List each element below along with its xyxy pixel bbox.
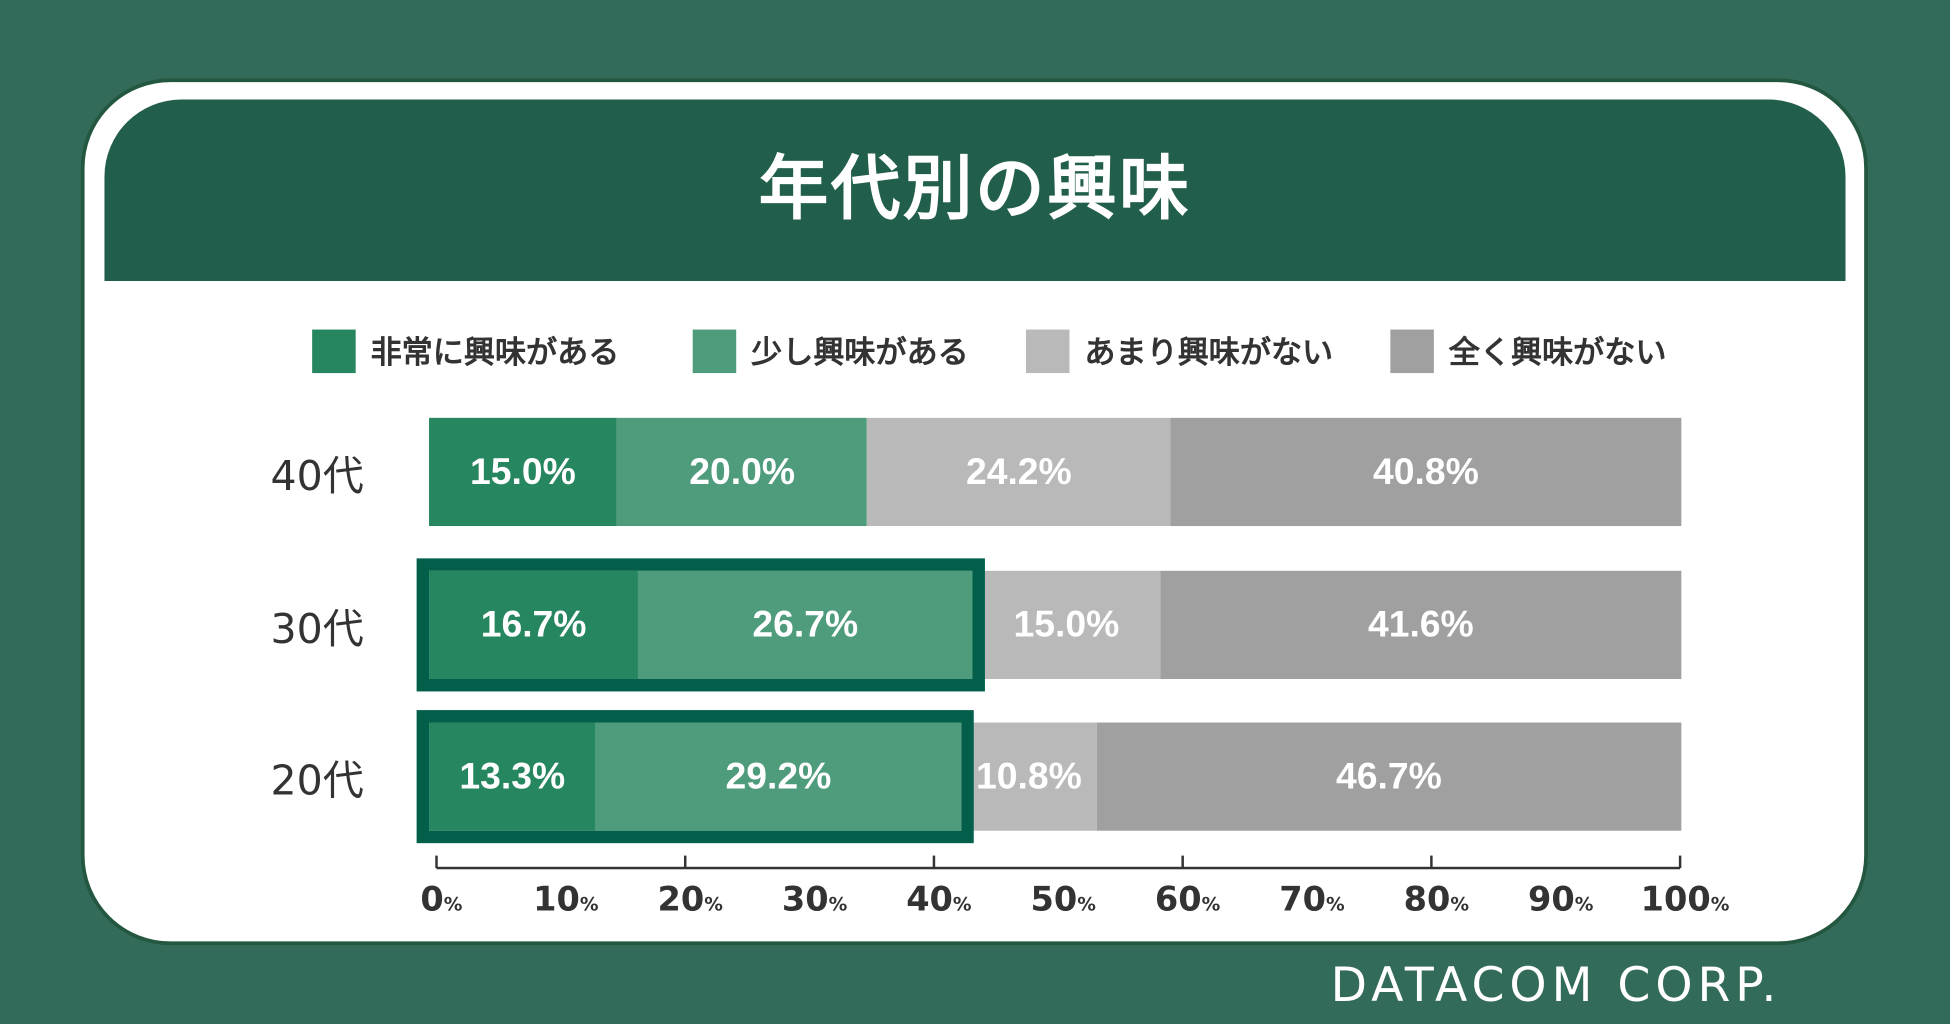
legend-item: 非常に興味がある xyxy=(312,328,619,373)
tick-value: 0 xyxy=(420,880,444,920)
tick-unit: % xyxy=(1574,892,1594,916)
tick-unit: % xyxy=(1710,892,1730,916)
bar-segment: 24.2% xyxy=(867,417,1171,527)
legend-swatch xyxy=(1390,328,1434,373)
x-tick-label: 10% xyxy=(516,880,615,919)
x-axis-line xyxy=(436,866,1681,870)
legend-label: 少し興味がある xyxy=(751,334,969,371)
bar-segment: 10.8% xyxy=(961,722,1097,831)
legend-swatch xyxy=(1025,328,1070,373)
tick-value: 40 xyxy=(906,880,953,920)
bar-segment: 20.0% xyxy=(616,417,868,527)
x-tick-label: 60% xyxy=(1138,880,1237,919)
x-tick-label: 20% xyxy=(640,880,739,919)
tick-value: 100 xyxy=(1640,880,1711,920)
legend-item: 全く興味がない xyxy=(1390,328,1666,373)
bar-segment: 13.3% xyxy=(429,722,596,831)
x-tick-label: 50% xyxy=(1014,880,1113,919)
bar-segment: 40.8% xyxy=(1170,417,1682,527)
tick-value: 90 xyxy=(1527,880,1575,920)
tick-unit: % xyxy=(1450,892,1470,916)
x-tick-label: 100% xyxy=(1635,880,1734,919)
bar-segment: 15.0% xyxy=(972,570,1161,680)
chart-title: 年代別の興味 xyxy=(758,149,1192,231)
category-label: 20代 xyxy=(270,756,364,805)
legend-label: あまり興味がない xyxy=(1084,334,1334,371)
tick-value: 80 xyxy=(1403,880,1451,920)
bar-segment: 26.7% xyxy=(638,570,973,680)
tick-value: 30 xyxy=(781,880,829,920)
brand-logo: DATACOM CORP. xyxy=(1330,957,1782,1013)
tick-unit: % xyxy=(1077,892,1096,916)
tick-unit: % xyxy=(1201,892,1221,916)
legend-swatch xyxy=(692,328,737,373)
x-axis-tick xyxy=(683,855,687,869)
title-banner xyxy=(104,99,1846,282)
tick-value: 60 xyxy=(1154,880,1202,920)
x-tick-label: 30% xyxy=(765,880,864,919)
x-axis-tick xyxy=(1181,855,1184,869)
tick-value: 70 xyxy=(1279,880,1327,920)
x-axis-tick xyxy=(1430,855,1433,869)
bar-segment: 16.7% xyxy=(429,570,639,680)
tick-unit: % xyxy=(952,892,972,916)
tick-value: 20 xyxy=(657,880,705,920)
x-tick-label: 90% xyxy=(1511,880,1610,919)
highlight-box xyxy=(416,558,985,692)
x-axis-tick xyxy=(1678,855,1682,869)
legend-label: 非常に興味がある xyxy=(370,334,620,371)
bar-segment: 46.7% xyxy=(1096,722,1682,831)
tick-unit: % xyxy=(443,892,463,916)
bar-segment: 41.6% xyxy=(1160,570,1682,680)
legend-swatch xyxy=(312,328,356,373)
x-tick-label: 80% xyxy=(1387,880,1486,919)
tick-unit: % xyxy=(579,892,599,916)
category-label: 40代 xyxy=(270,451,364,500)
bar-segment: 29.2% xyxy=(595,722,962,831)
tick-unit: % xyxy=(1326,892,1345,916)
x-tick-label: 0% xyxy=(392,880,491,919)
legend-label: 全く興味がない xyxy=(1448,334,1667,371)
bar-segment: 15.0% xyxy=(429,417,617,527)
category-label: 30代 xyxy=(270,604,364,653)
legend-item: あまり興味がない xyxy=(1025,328,1334,373)
tick-unit: % xyxy=(828,892,848,916)
highlight-box xyxy=(416,710,974,844)
x-tick-label: 70% xyxy=(1262,880,1361,919)
x-axis-tick xyxy=(435,855,438,869)
tick-value: 10 xyxy=(533,880,580,920)
x-axis-tick xyxy=(932,855,936,869)
x-tick-label: 40% xyxy=(889,880,988,919)
tick-unit: % xyxy=(704,892,723,916)
legend-item: 少し興味がある xyxy=(692,328,969,373)
tick-value: 50 xyxy=(1030,880,1078,920)
